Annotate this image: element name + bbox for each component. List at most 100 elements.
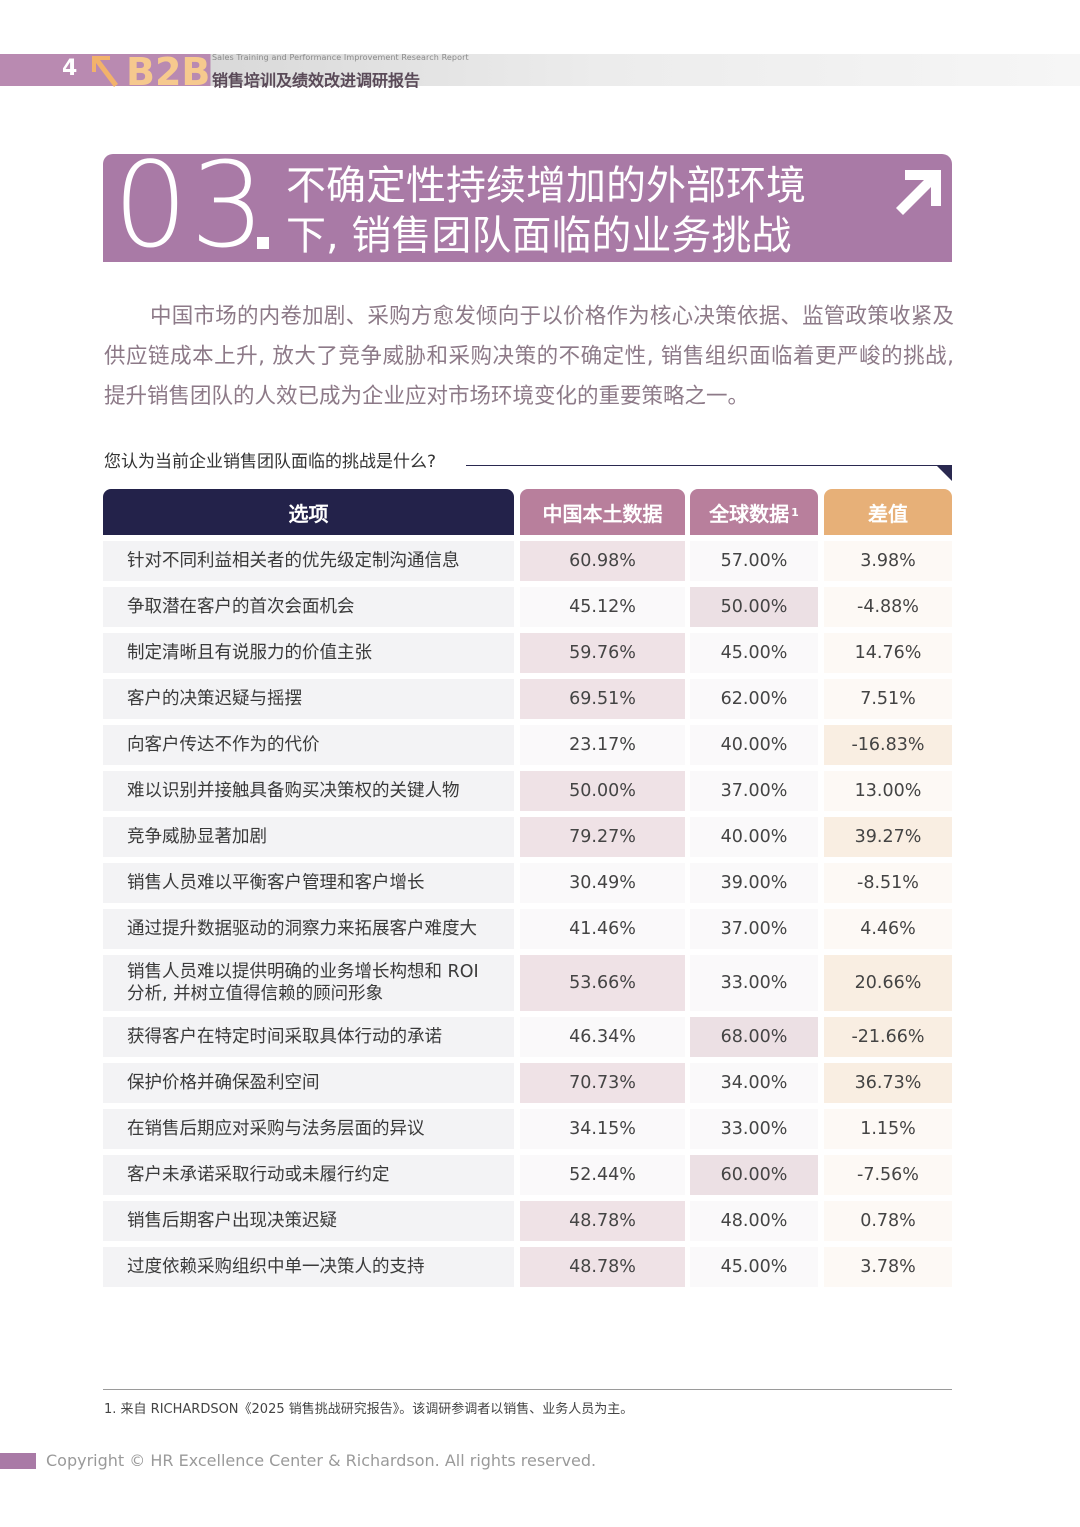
section-title-line1: 不确定性持续增加的外部环境: [286, 163, 806, 209]
row-global-value: 45.00%: [690, 633, 818, 673]
page-number: 4: [62, 56, 78, 81]
arrow-up-right-icon: [896, 170, 941, 215]
table-row: 竞争威胁显著加剧 79.27% 40.00% 39.27%: [103, 817, 952, 857]
row-diff-value: -8.51%: [824, 863, 952, 903]
row-diff-value: 39.27%: [824, 817, 952, 857]
section-title-banner: 03 不确定性持续增加的外部环境 下, 销售团队面临的业务挑战: [103, 146, 952, 264]
table-row: 获得客户在特定时间采取具体行动的承诺 46.34% 68.00% -21.66%: [103, 1017, 952, 1057]
row-global-value: 40.00%: [690, 725, 818, 765]
survey-question: 您认为当前企业销售团队面临的挑战是什么?: [104, 452, 437, 472]
row-china-value: 45.12%: [520, 587, 685, 627]
row-global-value: 50.00%: [690, 587, 818, 627]
row-diff-value: 13.00%: [824, 771, 952, 811]
table-row: 客户未承诺采取行动或未履行约定 52.44% 60.00% -7.56%: [103, 1155, 952, 1195]
row-global-value: 48.00%: [690, 1201, 818, 1241]
row-option: 获得客户在特定时间采取具体行动的承诺: [103, 1017, 514, 1057]
table-row: 难以识别并接触具备购买决策权的关键人物 50.00% 37.00% 13.00%: [103, 771, 952, 811]
row-diff-value: 3.78%: [824, 1247, 952, 1287]
row-global-value: 33.00%: [690, 955, 818, 1011]
row-china-value: 59.76%: [520, 633, 685, 673]
table-row: 制定清晰且有说服力的价值主张 59.76% 45.00% 14.76%: [103, 633, 952, 673]
table-row: 向客户传达不作为的代价 23.17% 40.00% -16.83%: [103, 725, 952, 765]
row-option: 通过提升数据驱动的洞察力来拓展客户难度大: [103, 909, 514, 949]
row-option: 难以识别并接触具备购买决策权的关键人物: [103, 771, 514, 811]
table-row: 通过提升数据驱动的洞察力来拓展客户难度大 41.46% 37.00% 4.46%: [103, 909, 952, 949]
row-global-value: 60.00%: [690, 1155, 818, 1195]
row-diff-value: 4.46%: [824, 909, 952, 949]
row-china-value: 23.17%: [520, 725, 685, 765]
challenge-table: 选项 中国本土数据 全球数据 1 差值 针对不同利益相关者的优先级定制沟通信息 60…: [103, 489, 952, 1287]
footnote-rule: [103, 1389, 952, 1390]
section-number: 03: [113, 136, 268, 274]
table-body: 针对不同利益相关者的优先级定制沟通信息 60.98% 57.00% 3.98% 争取潜在…: [103, 541, 952, 1287]
row-china-value: 60.98%: [520, 541, 685, 581]
row-global-value: 40.00%: [690, 817, 818, 857]
header-global-data: 全球数据 1: [690, 489, 818, 535]
row-china-value: 50.00%: [520, 771, 685, 811]
row-option: 销售后期客户出现决策迟疑: [103, 1201, 514, 1241]
copyright: Copyright © HR Excellence Center & Richa…: [46, 1451, 597, 1470]
table-header: 选项 中国本土数据 全球数据 1 差值: [103, 489, 952, 535]
row-global-value: 57.00%: [690, 541, 818, 581]
row-diff-value: 36.73%: [824, 1063, 952, 1103]
row-option: 在销售后期应对采购与法务层面的异议: [103, 1109, 514, 1149]
table-row: 客户的决策迟疑与摇摆 69.51% 62.00% 7.51%: [103, 679, 952, 719]
row-china-value: 30.49%: [520, 863, 685, 903]
row-option: 向客户传达不作为的代价: [103, 725, 514, 765]
row-option: 销售人员难以平衡客户管理和客户增长: [103, 863, 514, 903]
row-china-value: 79.27%: [520, 817, 685, 857]
header-option: 选项: [103, 489, 514, 535]
row-diff-value: 7.51%: [824, 679, 952, 719]
row-option: 争取潜在客户的首次会面机会: [103, 587, 514, 627]
row-china-value: 48.78%: [520, 1201, 685, 1241]
row-global-value: 45.00%: [690, 1247, 818, 1287]
table-row: 在销售后期应对采购与法务层面的异议 34.15% 33.00% 1.15%: [103, 1109, 952, 1149]
row-china-value: 46.34%: [520, 1017, 685, 1057]
logo-text: B2B: [126, 50, 210, 90]
b2b-logo: B2B: [92, 50, 210, 90]
row-diff-value: -4.88%: [824, 587, 952, 627]
row-option: 过度依赖采购组织中单一决策人的支持: [103, 1247, 514, 1287]
row-diff-value: 3.98%: [824, 541, 952, 581]
row-global-value: 68.00%: [690, 1017, 818, 1057]
row-china-value: 70.73%: [520, 1063, 685, 1103]
row-option: 保护价格并确保盈利空间: [103, 1063, 514, 1103]
row-global-value: 33.00%: [690, 1109, 818, 1149]
row-option: 客户的决策迟疑与摇摆: [103, 679, 514, 719]
table-row: 销售人员难以提供明确的业务增长构想和 ROI 分析, 并树立值得信赖的顾问形象 5…: [103, 955, 952, 1011]
header-band: [0, 54, 1080, 86]
row-diff-value: -21.66%: [824, 1017, 952, 1057]
row-diff-value: 1.15%: [824, 1109, 952, 1149]
question-rule: [466, 465, 952, 466]
row-diff-value: -16.83%: [824, 725, 952, 765]
table-row: 保护价格并确保盈利空间 70.73% 34.00% 36.73%: [103, 1063, 952, 1103]
row-option: 竞争威胁显著加剧: [103, 817, 514, 857]
header-title: 销售培训及绩效改进调研报告: [212, 71, 421, 90]
row-china-value: 48.78%: [520, 1247, 685, 1287]
row-global-value: 62.00%: [690, 679, 818, 719]
question-rule-corner: [936, 465, 952, 481]
table-row: 销售后期客户出现决策迟疑 48.78% 48.00% 0.78%: [103, 1201, 952, 1241]
intro-paragraph: 中国市场的内卷加剧、采购方愈发倾向于以价格作为核心决策依据、监管政策收紧及供应链…: [104, 304, 954, 409]
row-diff-value: 20.66%: [824, 955, 952, 1011]
footnote-marker: 1: [791, 505, 799, 519]
footer-accent-bar: [0, 1453, 36, 1469]
row-option: 针对不同利益相关者的优先级定制沟通信息: [103, 541, 514, 581]
row-china-value: 53.66%: [520, 955, 685, 1011]
header-subtitle-en: Sales Training and Performance Improveme…: [212, 53, 469, 62]
row-option: 客户未承诺采取行动或未履行约定: [103, 1155, 514, 1195]
row-global-value: 37.00%: [690, 771, 818, 811]
row-global-value: 37.00%: [690, 909, 818, 949]
table-row: 过度依赖采购组织中单一决策人的支持 48.78% 45.00% 3.78%: [103, 1247, 952, 1287]
row-china-value: 41.46%: [520, 909, 685, 949]
table-row: 针对不同利益相关者的优先级定制沟通信息 60.98% 57.00% 3.98%: [103, 541, 952, 581]
row-option: 销售人员难以提供明确的业务增长构想和 ROI 分析, 并树立值得信赖的顾问形象: [103, 955, 514, 1011]
section-number-dot: [257, 237, 269, 249]
row-diff-value: 0.78%: [824, 1201, 952, 1241]
row-china-value: 34.15%: [520, 1109, 685, 1149]
row-option: 制定清晰且有说服力的价值主张: [103, 633, 514, 673]
table-row: 争取潜在客户的首次会面机会 45.12% 50.00% -4.88%: [103, 587, 952, 627]
header-global-label: 全球数据: [709, 501, 790, 526]
row-global-value: 39.00%: [690, 863, 818, 903]
row-global-value: 34.00%: [690, 1063, 818, 1103]
